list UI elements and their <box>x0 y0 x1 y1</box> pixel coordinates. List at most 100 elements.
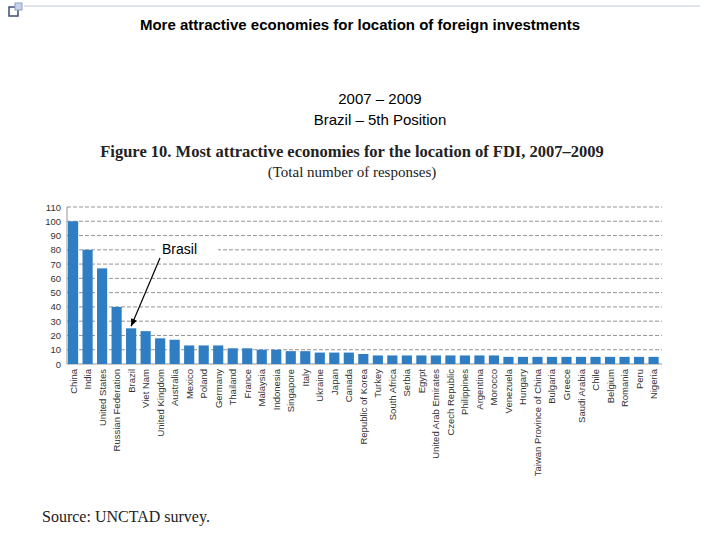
bar <box>605 357 615 364</box>
bullet-icon <box>15 3 22 10</box>
bar <box>300 351 310 364</box>
bar <box>489 355 499 364</box>
bar <box>141 331 151 364</box>
x-tick-label: Republic of Korea <box>358 368 369 444</box>
x-tick-label: Mexico <box>184 369 195 399</box>
bar <box>547 357 557 364</box>
x-tick-label: Venezuela <box>503 368 514 413</box>
x-tick-label: India <box>82 368 93 389</box>
bar <box>213 345 223 364</box>
slide-subtitle: 2007 – 2009 <box>338 90 421 107</box>
bar <box>634 357 644 364</box>
annotation-bg <box>156 240 218 259</box>
bar <box>648 357 658 364</box>
annotation-arrowhead <box>131 318 137 326</box>
x-tick-label: Greece <box>561 369 572 400</box>
x-tick-label: Germany <box>213 369 224 408</box>
annotation-arrow <box>131 258 160 326</box>
x-tick-label: France <box>242 369 253 399</box>
bar <box>286 351 296 364</box>
bar <box>474 355 484 364</box>
bar <box>112 307 122 364</box>
grid-line <box>67 321 662 322</box>
bar <box>387 355 397 364</box>
bar <box>532 357 542 364</box>
bar <box>373 355 383 364</box>
bar <box>431 355 441 364</box>
slide-subtitle: Brazil – 5th Position <box>314 111 447 128</box>
grid-line <box>67 292 662 293</box>
y-tick-label: 110 <box>46 202 61 213</box>
x-tick-label: South Africa <box>387 368 398 420</box>
y-tick-label: 30 <box>50 316 61 327</box>
x-tick-label: Brazil <box>126 369 137 393</box>
y-tick-label: 10 <box>50 344 61 355</box>
x-tick-label: Bulgaria <box>546 368 557 404</box>
bars <box>68 221 659 364</box>
x-tick-label: Italy <box>300 369 311 387</box>
header-rule <box>24 5 700 7</box>
x-tick-label: Russian Federation <box>111 369 122 451</box>
bar <box>445 355 455 364</box>
x-tick-label: Taiwan Province of China <box>532 368 543 476</box>
y-tick-label: 50 <box>50 287 61 298</box>
y-tick-label: 0 <box>56 359 61 370</box>
bar <box>460 355 470 364</box>
x-tick-label: Argentina <box>474 368 485 409</box>
source: Source: UNCTAD survey. <box>42 508 210 526</box>
bar <box>619 357 629 364</box>
bar <box>503 357 513 364</box>
bar <box>358 354 368 364</box>
y-tick-label: 80 <box>50 244 61 255</box>
bar <box>329 353 339 364</box>
grid-line <box>67 221 662 222</box>
x-tick-label: Turkey <box>372 369 383 398</box>
x-tick-label: Canada <box>343 368 354 402</box>
bar <box>126 328 136 364</box>
chart-subtitle: (Total number of responses) <box>268 164 437 181</box>
x-tick-label: Czech Republic <box>445 369 456 436</box>
x-tick-label: Philippines <box>459 369 470 415</box>
bar <box>590 357 600 364</box>
bar <box>271 350 281 364</box>
grid-line <box>67 235 662 236</box>
bar <box>257 350 267 364</box>
bar <box>416 355 426 364</box>
x-tick-label: Chile <box>590 369 601 391</box>
bar <box>97 268 107 364</box>
y-tick-label: 20 <box>50 330 61 341</box>
bar <box>518 357 528 364</box>
x-tick-label: Japan <box>329 369 340 395</box>
x-tick-label: Peru <box>634 369 645 389</box>
x-tick-label: Australia <box>169 368 180 406</box>
bar <box>242 348 252 364</box>
x-tick-label: Morocco <box>488 369 499 405</box>
bar <box>184 345 194 364</box>
grid-line <box>67 306 662 307</box>
bar <box>315 353 325 364</box>
bar <box>228 348 238 364</box>
y-tick-label: 60 <box>50 273 61 284</box>
x-tick-label: Saudi Arabia <box>576 368 587 423</box>
annotation: Brasil <box>162 241 197 257</box>
x-tick-label: Poland <box>198 369 209 399</box>
bar <box>402 355 412 364</box>
bar <box>576 357 586 364</box>
y-tick-label: 90 <box>50 230 61 241</box>
x-tick-label: Viet Nam <box>140 369 151 408</box>
y-axis <box>67 207 68 364</box>
bar <box>199 345 209 364</box>
x-tick-label: Singapore <box>285 369 296 412</box>
x-tick-label: United States <box>97 369 108 426</box>
grid-line <box>67 264 662 265</box>
x-tick-label: Malaysia <box>256 368 267 406</box>
bar <box>68 221 78 364</box>
x-tick-label: United Kingdom <box>155 369 166 437</box>
bar <box>83 250 93 364</box>
x-tick-label: Nigeria <box>648 368 659 399</box>
bar <box>170 340 180 364</box>
grid-line <box>67 335 662 336</box>
bar <box>344 353 354 364</box>
x-tick-label: Ukraine <box>314 369 325 402</box>
x-tick-label: Belgium <box>605 369 616 403</box>
